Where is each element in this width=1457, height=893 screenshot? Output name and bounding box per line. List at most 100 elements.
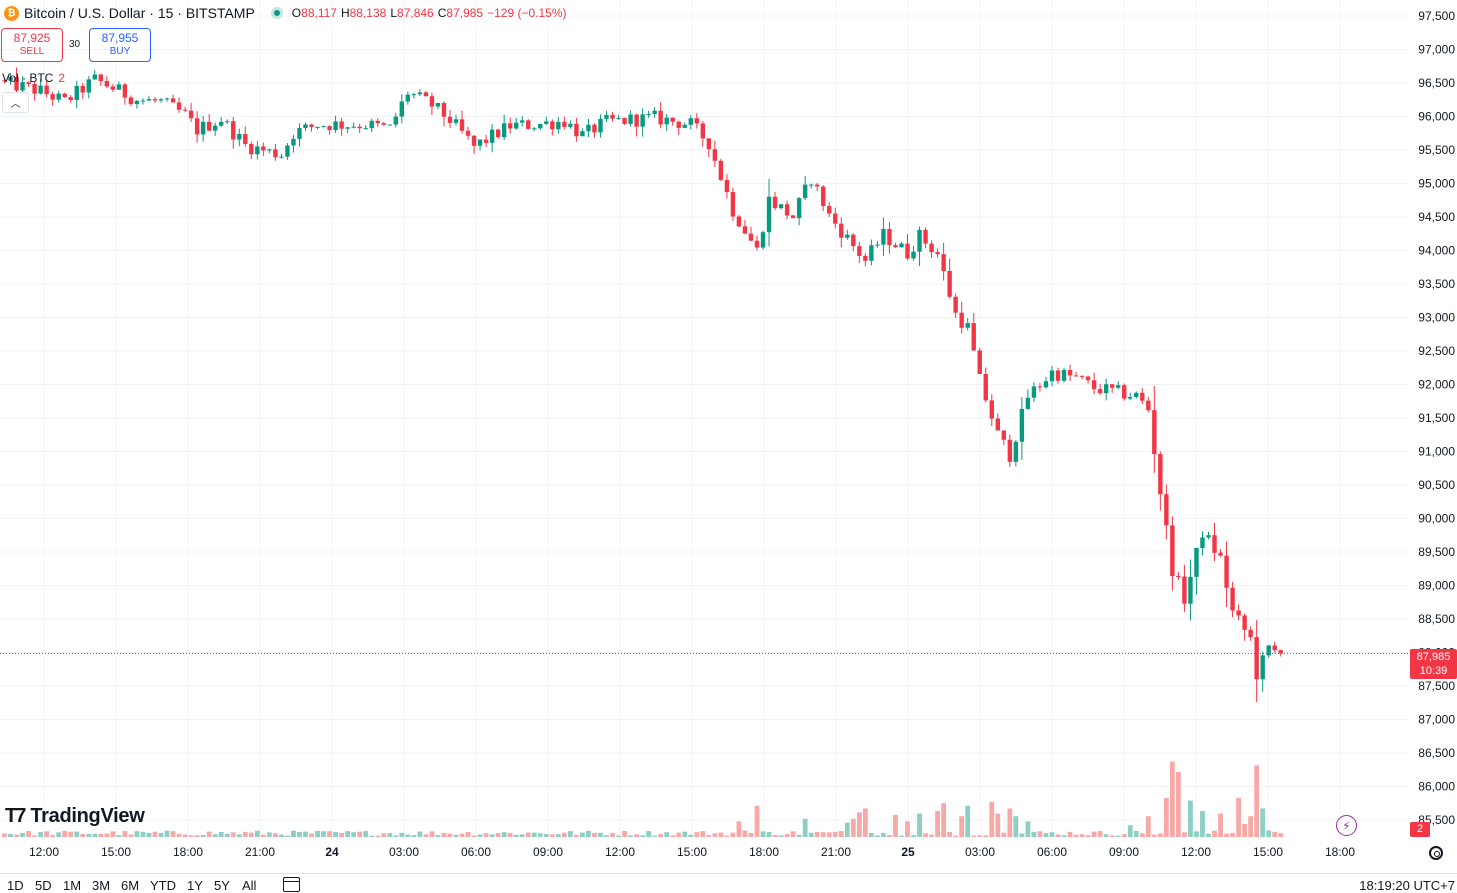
volume-bar — [760, 831, 766, 837]
candle-body — [658, 110, 663, 125]
buy-button[interactable]: 87,955 BUY — [89, 28, 151, 62]
range-button-6m[interactable]: 6M — [121, 878, 140, 893]
candle-body — [989, 400, 994, 419]
candle-body — [158, 99, 164, 101]
candle — [929, 240, 934, 259]
volume-bar — [706, 835, 712, 837]
candle — [405, 91, 411, 105]
volume-bar — [887, 835, 892, 837]
candle-body — [1272, 645, 1277, 651]
candle — [1055, 367, 1061, 384]
candle-body — [188, 110, 194, 119]
volume-legend[interactable]: Vol · BTC 2 — [2, 71, 65, 85]
candle — [495, 128, 501, 139]
candle — [1079, 375, 1085, 380]
volume-bar — [56, 832, 62, 837]
range-button-5y[interactable]: 5Y — [214, 878, 230, 893]
candle-body — [893, 245, 898, 248]
volume-bar — [321, 831, 326, 837]
candle-body — [857, 246, 862, 256]
volume-bar — [778, 835, 784, 837]
candle-body — [237, 133, 242, 140]
symbol-title[interactable]: Bitcoin / U.S. Dollar · 15 · BITSTAMP — [24, 5, 255, 21]
price-tick-label: 90,500 — [1418, 478, 1455, 492]
collapse-legend-button[interactable]: ︿ — [2, 92, 29, 113]
volume-bar — [652, 835, 658, 837]
sell-button[interactable]: 87,925 SELL — [1, 28, 63, 62]
volume-histogram — [2, 761, 1284, 837]
range-button-ytd[interactable]: YTD — [150, 878, 176, 893]
volume-bar — [1133, 831, 1139, 837]
tradingview-logo[interactable]: T7 TradingView — [5, 805, 145, 828]
candle — [1248, 626, 1253, 641]
range-button-all[interactable]: All — [242, 878, 257, 893]
candle-body — [652, 110, 657, 115]
range-button-1d[interactable]: 1D — [7, 878, 24, 893]
range-button-1m[interactable]: 1M — [63, 878, 82, 893]
candle-body — [550, 121, 555, 130]
symbol-legend[interactable]: ₿ Bitcoin / U.S. Dollar · 15 · BITSTAMP … — [4, 4, 566, 22]
candle — [1037, 382, 1043, 392]
volume-bar — [32, 835, 37, 837]
candle-body — [923, 229, 928, 244]
candle-body — [724, 179, 730, 193]
candle-body — [200, 121, 206, 135]
candle — [1272, 641, 1277, 653]
candle-body — [778, 204, 784, 209]
candle-body — [213, 125, 218, 131]
candle-body — [772, 196, 778, 209]
candle — [544, 116, 549, 125]
bitcoin-icon: ₿ — [4, 5, 19, 21]
candle — [1194, 547, 1199, 595]
candle — [905, 234, 910, 261]
market-open-icon — [270, 7, 283, 19]
volume-bar — [1206, 833, 1211, 837]
candle — [375, 118, 380, 127]
candle-body — [670, 117, 675, 122]
volume-bar — [953, 835, 959, 837]
candle-body — [1037, 386, 1043, 388]
settings-gear-icon[interactable] — [1429, 846, 1443, 860]
candle — [634, 113, 639, 137]
candle — [586, 118, 591, 138]
candle-body — [646, 114, 651, 116]
range-button-3m[interactable]: 3M — [92, 878, 111, 893]
candle-body — [219, 121, 224, 126]
volume-bar — [86, 833, 92, 837]
candle-body — [556, 121, 561, 130]
volume-bar — [1127, 825, 1133, 837]
time-tick-label: 18:00 — [1325, 845, 1355, 859]
candle — [622, 117, 627, 126]
candle-body — [423, 92, 429, 97]
candle — [297, 123, 302, 147]
volume-bar — [513, 834, 519, 837]
candle — [628, 110, 633, 127]
candle — [718, 158, 724, 182]
candle-body — [363, 128, 368, 130]
volume-bar — [917, 813, 922, 837]
volume-bar — [784, 833, 790, 837]
calendar-icon[interactable] — [283, 877, 300, 892]
ohlc-open: O88,117 — [291, 6, 337, 20]
price-tick-label: 90,000 — [1418, 512, 1455, 526]
volume-bar — [664, 832, 670, 837]
clock[interactable]: 18:19:20 UTC+7 — [1359, 878, 1455, 893]
candle — [309, 123, 314, 132]
candle — [790, 214, 796, 219]
candle-body — [164, 98, 170, 100]
candle — [152, 96, 158, 103]
candle-body — [790, 215, 796, 219]
candle — [1266, 644, 1271, 658]
range-button-1y[interactable]: 1Y — [187, 878, 203, 893]
candle-body — [1188, 576, 1193, 604]
price-tick-label: 93,500 — [1418, 277, 1455, 291]
volume-bar — [682, 831, 688, 837]
candle-body — [766, 196, 772, 233]
range-button-5d[interactable]: 5D — [35, 878, 52, 893]
flash-icon[interactable]: ⚡ — [1336, 815, 1357, 836]
candle-body — [1164, 494, 1169, 526]
volume-bar — [1163, 798, 1169, 837]
candle — [501, 114, 507, 141]
candle — [1116, 381, 1121, 390]
